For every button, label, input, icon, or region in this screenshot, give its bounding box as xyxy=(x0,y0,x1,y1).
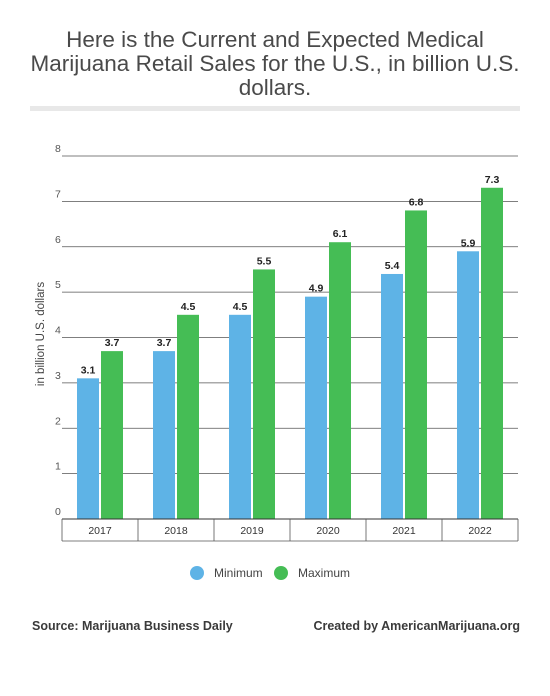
data-label-maximum-2017: 3.7 xyxy=(105,337,120,349)
y-tick-label: 7 xyxy=(55,188,61,200)
grid-lines xyxy=(62,155,518,475)
bar-minimum-2018 xyxy=(153,351,175,519)
title-divider xyxy=(30,106,520,111)
data-labels: 3.1 3.7 3.7 4.5 4.5 5.5 4.9 6.1 5.4 6.8 5.9 7.3 xyxy=(81,174,500,377)
data-label-maximum-2022: 7.3 xyxy=(485,174,500,186)
bar-minimum-2019 xyxy=(229,314,251,519)
bar-minimum-2022 xyxy=(457,251,479,519)
y-tick-labels: 0 1 2 3 4 5 6 7 8 xyxy=(55,143,61,518)
data-label-maximum-2020: 6.1 xyxy=(333,228,348,240)
legend: Minimum Maximum xyxy=(0,566,550,586)
data-label-maximum-2021: 6.8 xyxy=(409,196,424,208)
bar-minimum-2017 xyxy=(77,378,99,519)
data-label-minimum-2017: 3.1 xyxy=(81,364,96,376)
x-tick-label-2022: 2022 xyxy=(468,525,492,537)
y-tick-label: 2 xyxy=(55,415,61,427)
bar-minimum-2020 xyxy=(305,296,327,519)
data-label-minimum-2019: 4.5 xyxy=(233,301,248,313)
x-axis: 2017 2018 2019 2020 2021 2022 xyxy=(61,518,519,542)
legend-label-minimum: Minimum xyxy=(214,566,263,580)
y-tick-label: 5 xyxy=(55,279,61,291)
y-tick-label: 6 xyxy=(55,234,61,246)
x-tick-label-2018: 2018 xyxy=(164,525,188,537)
data-label-minimum-2018: 3.7 xyxy=(157,337,172,349)
data-label-maximum-2018: 4.5 xyxy=(181,301,196,313)
credit-note: Created by AmericanMarijuana.org xyxy=(313,619,520,633)
y-tick-label: 3 xyxy=(55,370,61,382)
bar-maximum-2017 xyxy=(101,351,123,519)
x-tick-label-2021: 2021 xyxy=(392,525,416,537)
data-label-maximum-2019: 5.5 xyxy=(257,255,272,267)
source-note: Source: Marijuana Business Daily xyxy=(32,619,233,633)
x-tick-label-2017: 2017 xyxy=(88,525,112,537)
y-tick-label: 4 xyxy=(55,325,61,337)
legend-item-minimum: Minimum xyxy=(190,566,263,580)
legend-label-maximum: Maximum xyxy=(298,566,351,580)
legend-swatch-maximum xyxy=(274,566,288,580)
x-tick-label-2019: 2019 xyxy=(240,525,264,537)
bar-maximum-2019 xyxy=(253,269,275,519)
legend-swatch-minimum xyxy=(190,566,204,580)
bar-minimum-2021 xyxy=(381,273,403,519)
bar-maximum-2020 xyxy=(329,242,351,519)
y-tick-label: 1 xyxy=(55,461,61,473)
bar-maximum-2018 xyxy=(177,314,199,519)
data-label-minimum-2022: 5.9 xyxy=(461,237,476,249)
y-tick-label: 0 xyxy=(55,506,61,518)
bar-maximum-2021 xyxy=(405,210,427,519)
x-tick-label-2020: 2020 xyxy=(316,525,340,537)
data-label-minimum-2020: 4.9 xyxy=(309,283,324,295)
y-axis-label: in billion U.S. dollars xyxy=(35,282,47,386)
y-tick-label: 8 xyxy=(55,143,61,155)
chart-title: Here is the Current and Expected Medical… xyxy=(30,27,520,100)
bar-maximum-2022 xyxy=(481,187,503,519)
legend-item-maximum: Maximum xyxy=(274,566,350,580)
data-label-minimum-2021: 5.4 xyxy=(385,260,400,272)
bars xyxy=(77,187,503,519)
